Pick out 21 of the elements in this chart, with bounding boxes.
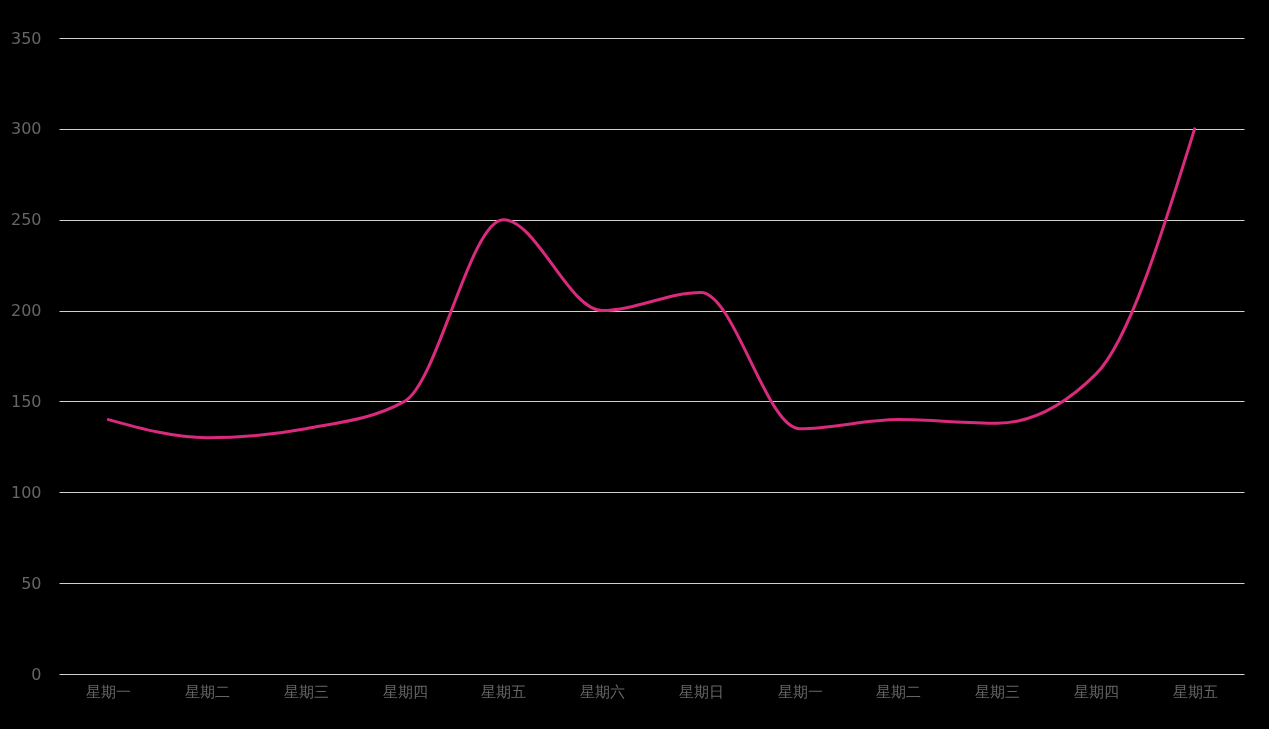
- y-tick-label: 300: [10, 119, 42, 139]
- y-tick-label: 250: [10, 210, 42, 230]
- x-tick-label: 星期一: [86, 682, 132, 701]
- x-tick-label: 星期一: [777, 682, 823, 701]
- x-tick-label: 星期四: [1073, 682, 1119, 701]
- y-tick-label: 0: [31, 664, 42, 684]
- line-series: [106, 127, 1197, 440]
- x-tick-label: 星期五: [1172, 682, 1218, 701]
- y-tick-label: 350: [10, 28, 42, 48]
- x-tick-label: 星期五: [481, 682, 527, 701]
- x-tick-label: 星期三: [283, 682, 329, 701]
- y-tick-label: 50: [21, 573, 42, 593]
- y-tick-label: 100: [10, 482, 42, 502]
- y-tick-label: 200: [10, 301, 42, 321]
- x-tick-label: 星期二: [185, 682, 231, 701]
- x-tick-label: 星期六: [580, 682, 626, 701]
- x-tick-label: 星期四: [382, 682, 428, 701]
- x-tick-label: 星期三: [975, 682, 1021, 701]
- x-tick-label: 星期日: [678, 682, 724, 701]
- x-tick-label: 星期二: [876, 682, 922, 701]
- y-tick-label: 150: [10, 391, 42, 411]
